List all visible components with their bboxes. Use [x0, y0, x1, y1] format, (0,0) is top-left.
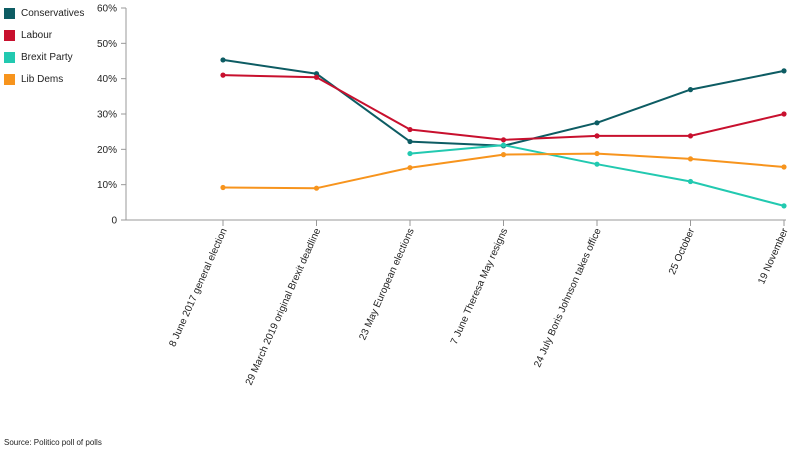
- series-brexit-party: [407, 142, 787, 209]
- legend: Conservatives Labour Brexit Party Lib De…: [4, 2, 84, 90]
- series-labour: [220, 72, 787, 143]
- data-point-labour: [687, 133, 694, 139]
- data-point-labour: [500, 137, 507, 143]
- data-point-lib-dems: [687, 156, 694, 162]
- data-point-brexit-party: [594, 161, 600, 167]
- legend-swatch-lib-dems: [4, 73, 15, 85]
- x-tick-label: 25 October: [667, 226, 697, 276]
- legend-swatch-labour: [4, 29, 15, 41]
- legend-item-labour: Labour: [4, 24, 84, 46]
- data-point-lib-dems: [594, 150, 600, 157]
- data-point-conservatives: [687, 87, 694, 93]
- series-conservatives: [220, 57, 787, 149]
- y-tick-label: 30%: [97, 110, 117, 121]
- legend-label-brexit-party: Brexit Party: [21, 51, 73, 63]
- legend-item-lib-dems: Lib Dems: [4, 68, 84, 90]
- source-note: Source: Politico poll of polls: [4, 438, 102, 447]
- data-point-labour: [407, 126, 413, 133]
- data-point-brexit-party: [407, 150, 413, 157]
- data-point-lib-dems: [407, 165, 413, 171]
- y-tick-label: 40%: [97, 74, 117, 85]
- x-tick-label: 7 June Theresa May resigns: [449, 227, 510, 347]
- data-point-conservatives: [781, 68, 787, 74]
- y-tick-label: 0: [111, 216, 117, 227]
- series-lib-dems: [220, 150, 787, 191]
- legend-label-lib-dems: Lib Dems: [21, 73, 64, 85]
- data-point-brexit-party: [781, 203, 787, 209]
- x-tick-label: 29 March 2019 original Brexit deadline: [244, 226, 324, 387]
- legend-swatch-conservatives: [4, 7, 15, 19]
- data-point-lib-dems: [313, 185, 320, 191]
- legend-swatch-brexit-party: [4, 51, 15, 63]
- legend-item-conservatives: Conservatives: [4, 2, 84, 24]
- data-point-labour: [220, 72, 226, 78]
- y-tick-label: 20%: [97, 145, 117, 156]
- data-point-conservatives: [594, 120, 600, 126]
- legend-item-brexit-party: Brexit Party: [4, 46, 84, 68]
- x-tick-label: 24 July Boris Johnson takes office: [532, 226, 604, 369]
- data-point-labour: [594, 133, 600, 139]
- legend-label-conservatives: Conservatives: [21, 7, 85, 19]
- x-tick-label: 23 May European elections: [357, 227, 416, 342]
- y-tick-label: 50%: [97, 39, 117, 50]
- x-axis: 8 June 2017 general election 29 March 201…: [126, 219, 791, 387]
- series-line-labour: [222, 74, 785, 141]
- series-layer: [220, 57, 787, 209]
- data-point-conservatives: [220, 57, 226, 63]
- y-tick-label: 60%: [97, 4, 117, 15]
- data-point-lib-dems: [781, 164, 787, 170]
- data-point-brexit-party: [687, 178, 694, 185]
- legend-label-labour: Labour: [21, 29, 53, 41]
- x-tick-label: 8 June 2017 general election: [167, 227, 229, 349]
- data-point-lib-dems: [220, 184, 226, 191]
- x-tick-label: 19 November: [756, 226, 791, 286]
- data-point-labour: [781, 111, 787, 117]
- data-point-conservatives: [407, 138, 413, 145]
- y-axis: 0 10% 20% 30% 40% 50% 60%: [97, 4, 127, 227]
- data-point-labour: [313, 74, 320, 80]
- y-tick-label: 10%: [97, 180, 117, 191]
- data-point-lib-dems: [500, 152, 507, 158]
- data-point-brexit-party: [500, 142, 507, 148]
